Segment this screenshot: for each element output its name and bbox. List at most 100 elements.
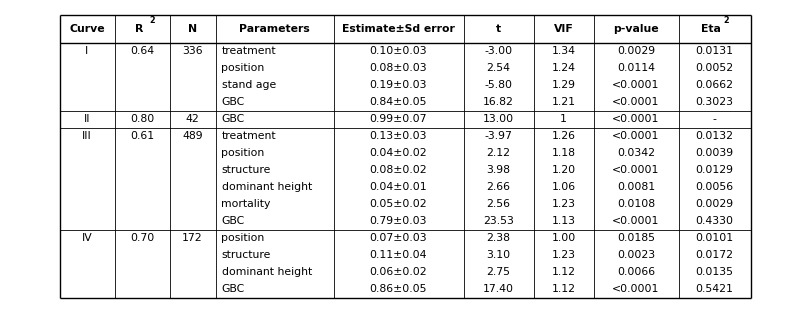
Text: 17.40: 17.40 (483, 284, 514, 294)
Text: 2.38: 2.38 (487, 233, 510, 243)
Text: 13.00: 13.00 (483, 114, 514, 124)
Text: 0.0135: 0.0135 (696, 267, 734, 277)
Text: GBC: GBC (221, 114, 245, 124)
Text: 0.70: 0.70 (130, 233, 154, 243)
Text: -3.00: -3.00 (484, 46, 513, 56)
Text: GBC: GBC (221, 284, 245, 294)
Text: R: R (135, 23, 143, 33)
Text: 0.0039: 0.0039 (696, 148, 734, 158)
Text: 0.0185: 0.0185 (617, 233, 655, 243)
Text: <0.0001: <0.0001 (612, 131, 659, 141)
Text: 0.0129: 0.0129 (696, 165, 734, 175)
Text: 0.08±0.02: 0.08±0.02 (369, 165, 428, 175)
Text: 0.4330: 0.4330 (696, 216, 734, 226)
Text: 0.0081: 0.0081 (617, 182, 655, 192)
Text: 1.24: 1.24 (552, 63, 575, 73)
Text: 0.07±0.03: 0.07±0.03 (369, 233, 428, 243)
Text: -5.80: -5.80 (484, 80, 513, 90)
Text: dominant height: dominant height (221, 182, 312, 192)
Text: GBC: GBC (221, 216, 245, 226)
Text: 2.75: 2.75 (487, 267, 510, 277)
Text: 0.08±0.03: 0.08±0.03 (369, 63, 428, 73)
Text: -3.97: -3.97 (484, 131, 513, 141)
Text: treatment: treatment (221, 131, 276, 141)
Text: 0.64: 0.64 (130, 46, 154, 56)
Text: position: position (221, 63, 265, 73)
Text: 0.5421: 0.5421 (696, 284, 733, 294)
Text: structure: structure (221, 250, 271, 260)
Text: 172: 172 (182, 233, 202, 243)
Text: 3.98: 3.98 (487, 165, 510, 175)
Text: 0.61: 0.61 (130, 131, 154, 141)
Text: position: position (221, 148, 265, 158)
Text: <0.0001: <0.0001 (612, 97, 659, 107)
Text: 0.11±0.04: 0.11±0.04 (369, 250, 427, 260)
Text: 0.0029: 0.0029 (696, 199, 734, 209)
Text: II: II (83, 114, 90, 124)
Text: 0.79±0.03: 0.79±0.03 (369, 216, 427, 226)
Text: Estimate±Sd error: Estimate±Sd error (342, 23, 455, 33)
Text: 1.21: 1.21 (552, 97, 575, 107)
Text: <0.0001: <0.0001 (612, 114, 659, 124)
Text: 2.56: 2.56 (487, 199, 510, 209)
Text: 0.0172: 0.0172 (696, 250, 734, 260)
Text: Parameters: Parameters (239, 23, 310, 33)
Text: 0.0114: 0.0114 (617, 63, 655, 73)
Text: 1.29: 1.29 (552, 80, 575, 90)
Text: 0.84±0.05: 0.84±0.05 (369, 97, 427, 107)
Text: 336: 336 (182, 46, 202, 56)
Text: 1.23: 1.23 (552, 199, 575, 209)
Text: 42: 42 (185, 114, 199, 124)
Text: 0.04±0.02: 0.04±0.02 (369, 148, 428, 158)
Text: 0.0662: 0.0662 (696, 80, 734, 90)
Text: stand age: stand age (221, 80, 275, 90)
Text: 0.0052: 0.0052 (696, 63, 734, 73)
Text: dominant height: dominant height (221, 267, 312, 277)
Text: 0.13±0.03: 0.13±0.03 (369, 131, 427, 141)
Text: Curve: Curve (69, 23, 104, 33)
Text: 2: 2 (149, 16, 155, 25)
Text: -: - (713, 114, 716, 124)
Text: <0.0001: <0.0001 (612, 284, 659, 294)
Text: 0.0342: 0.0342 (617, 148, 655, 158)
Text: 0.0131: 0.0131 (696, 46, 734, 56)
Text: 0.0066: 0.0066 (617, 267, 655, 277)
Text: treatment: treatment (221, 46, 276, 56)
Text: 23.53: 23.53 (483, 216, 514, 226)
Text: 0.0132: 0.0132 (696, 131, 734, 141)
Text: p-value: p-value (613, 23, 659, 33)
Text: 1.34: 1.34 (552, 46, 575, 56)
Text: 2.12: 2.12 (487, 148, 510, 158)
Text: 0.86±0.05: 0.86±0.05 (369, 284, 427, 294)
Text: VIF: VIF (553, 23, 573, 33)
Text: 1.12: 1.12 (552, 267, 575, 277)
Text: GBC: GBC (221, 97, 245, 107)
Text: t: t (496, 23, 501, 33)
Text: 1.26: 1.26 (552, 131, 575, 141)
Text: 1: 1 (560, 114, 567, 124)
Text: N: N (188, 23, 197, 33)
Text: 0.0056: 0.0056 (696, 182, 734, 192)
Text: <0.0001: <0.0001 (612, 80, 659, 90)
Text: III: III (82, 131, 92, 141)
Text: 0.99±0.07: 0.99±0.07 (369, 114, 427, 124)
Text: 0.80: 0.80 (130, 114, 154, 124)
Text: 0.10±0.03: 0.10±0.03 (369, 46, 428, 56)
Text: 1.20: 1.20 (552, 165, 576, 175)
Text: 1.12: 1.12 (552, 284, 575, 294)
Text: Eta: Eta (701, 23, 721, 33)
Text: 0.0029: 0.0029 (617, 46, 655, 56)
Text: 1.00: 1.00 (552, 233, 576, 243)
Text: 1.13: 1.13 (552, 216, 575, 226)
Text: 0.0101: 0.0101 (696, 233, 734, 243)
Text: 2: 2 (723, 16, 729, 25)
Text: 1.06: 1.06 (552, 182, 576, 192)
Text: 489: 489 (182, 131, 202, 141)
Text: IV: IV (82, 233, 92, 243)
Text: position: position (221, 233, 265, 243)
Text: 0.19±0.03: 0.19±0.03 (369, 80, 427, 90)
Text: 0.06±0.02: 0.06±0.02 (369, 267, 428, 277)
Text: mortality: mortality (221, 199, 271, 209)
Text: 0.3023: 0.3023 (696, 97, 734, 107)
Text: 0.0023: 0.0023 (617, 250, 655, 260)
